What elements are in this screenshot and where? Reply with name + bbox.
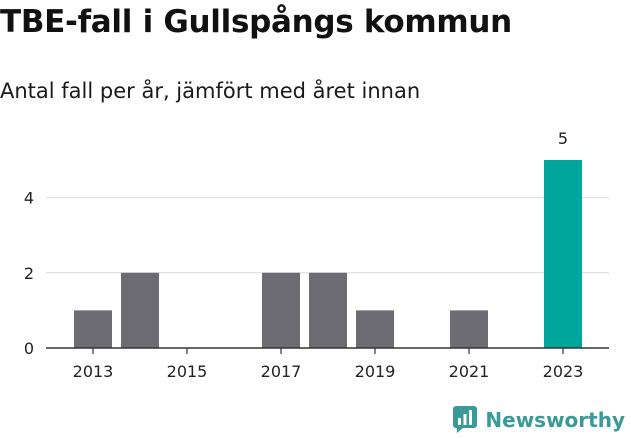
bar [309, 272, 347, 348]
brand-name: Newsworthy [485, 408, 625, 432]
newsworthy-logo-icon [453, 406, 478, 433]
bar-highlight [544, 160, 582, 348]
bar [356, 310, 394, 348]
x-tick-label: 2023 [543, 362, 584, 381]
x-tick-label: 2019 [355, 362, 396, 381]
bar [450, 310, 488, 348]
x-tick-label: 2021 [449, 362, 490, 381]
x-tick-label: 2017 [261, 362, 302, 381]
y-tick-label: 0 [24, 339, 34, 358]
data-label: 5 [558, 129, 568, 148]
brand-logo: Newsworthy [453, 406, 625, 434]
y-tick-label: 4 [24, 189, 34, 208]
x-tick-label: 2015 [167, 362, 208, 381]
bar-chart: 0 2 4 5 2013 2015 2017 2019 2021 2023 [24, 129, 609, 381]
bar [74, 310, 112, 348]
bar [262, 272, 300, 348]
y-tick-label: 2 [24, 264, 34, 283]
chart-subtitle: Antal fall per år, jämfört med året inna… [0, 79, 421, 103]
x-tick-label: 2013 [73, 362, 114, 381]
bar [121, 272, 159, 348]
chart-title: TBE-fall i Gullspångs kommun [0, 4, 512, 40]
